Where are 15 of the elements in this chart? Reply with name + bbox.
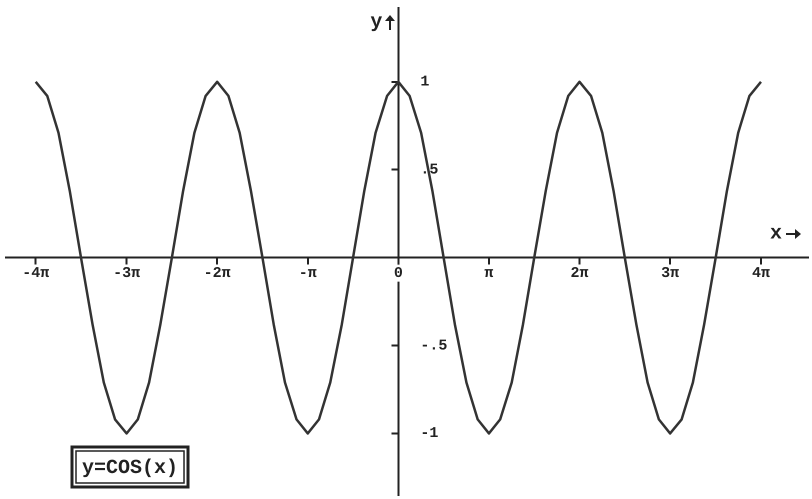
x-tick-label: -π bbox=[298, 264, 317, 282]
y-tick-label: -1 bbox=[420, 425, 438, 442]
x-tick-label: π bbox=[484, 264, 494, 282]
x-tick-label: -2π bbox=[204, 264, 231, 282]
x-tick-label: -3π bbox=[113, 264, 140, 282]
annotation: y=COS(x) bbox=[82, 457, 178, 480]
y-axis-title: y bbox=[370, 11, 382, 34]
y-tick-label: -.5 bbox=[420, 337, 448, 354]
x-axis-title: x bbox=[770, 222, 782, 246]
x-tick-label: 0 bbox=[394, 264, 403, 282]
x-tick-label: 4π bbox=[752, 264, 770, 282]
x-tick-label: 3π bbox=[661, 264, 680, 282]
x-tick-label: 2π bbox=[570, 264, 589, 282]
x-tick-label: -4π bbox=[22, 264, 50, 282]
y-tick-label: 1 bbox=[420, 74, 430, 91]
